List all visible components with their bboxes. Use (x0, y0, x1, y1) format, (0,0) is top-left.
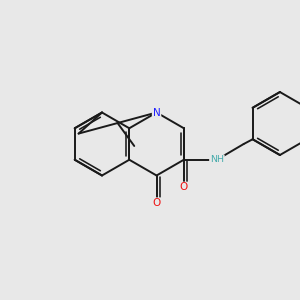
Text: NH: NH (210, 155, 224, 164)
Text: O: O (152, 198, 161, 208)
Text: O: O (180, 182, 188, 193)
Text: N: N (153, 107, 160, 118)
